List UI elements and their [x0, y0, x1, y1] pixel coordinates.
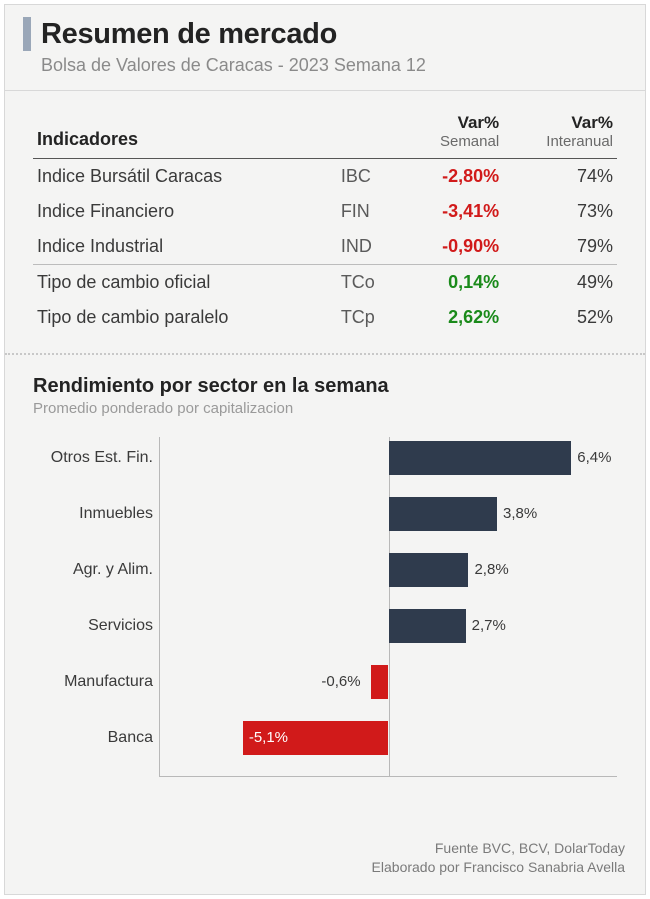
- accent-bar-icon: [23, 17, 31, 51]
- col-header-yoy: Var% Interanual: [503, 109, 617, 159]
- chart-bar-row: 3,8%: [160, 497, 617, 531]
- indicator-weekly: -0,90%: [401, 229, 503, 265]
- indicator-yoy: 73%: [503, 194, 617, 229]
- indicator-name: Tipo de cambio paralelo: [33, 300, 337, 335]
- indicator-yoy: 79%: [503, 229, 617, 265]
- indicator-name: Indice Bursátil Caracas: [33, 159, 337, 195]
- page-subtitle: Bolsa de Valores de Caracas - 2023 Seman…: [41, 55, 627, 76]
- chart-bar: [389, 497, 498, 531]
- page-title: Resumen de mercado: [41, 18, 337, 51]
- table-row: Tipo de cambio paraleloTCp2,62%52%: [33, 300, 617, 335]
- chart-plot: 6,4% 3,8% 2,8% 2,7% -0,6% -5,1%: [159, 437, 617, 777]
- table-header-row: Indicadores Var% Semanal Var% Interanual: [33, 109, 617, 159]
- col-header-yoy-label: Var%: [571, 113, 613, 132]
- indicator-code: IBC: [337, 159, 401, 195]
- indicators-table: Indicadores Var% Semanal Var% Interanual…: [33, 109, 617, 335]
- chart-bar-value: 3,8%: [503, 497, 537, 531]
- title-row: Resumen de mercado: [23, 17, 627, 51]
- chart-bar-value: 2,7%: [472, 609, 506, 643]
- indicator-yoy: 74%: [503, 159, 617, 195]
- chart-bar-value: 2,8%: [474, 553, 508, 587]
- indicator-weekly: 0,14%: [401, 265, 503, 301]
- indicators-table-wrap: Indicadores Var% Semanal Var% Interanual…: [5, 91, 645, 355]
- chart-category-label: Inmuebles: [33, 497, 153, 531]
- chart-bar: [389, 553, 469, 587]
- chart-bar: [389, 441, 572, 475]
- chart-bar-row: -5,1%: [160, 721, 617, 755]
- chart-subtitle: Promedio ponderado por capitalizacion: [33, 400, 617, 417]
- indicator-name: Indice Industrial: [33, 229, 337, 265]
- col-header-weekly-label: Var%: [458, 113, 500, 132]
- indicator-code: TCo: [337, 265, 401, 301]
- footer: Fuente BVC, BCV, DolarToday Elaborado po…: [5, 829, 645, 894]
- chart-category-label: Banca: [33, 721, 153, 755]
- col-header-yoy-sub: Interanual: [507, 133, 613, 150]
- indicator-yoy: 52%: [503, 300, 617, 335]
- chart-bar-value: -0,6%: [321, 665, 360, 699]
- indicator-weekly: 2,62%: [401, 300, 503, 335]
- indicator-yoy: 49%: [503, 265, 617, 301]
- chart-bar: [389, 609, 466, 643]
- indicator-code: TCp: [337, 300, 401, 335]
- col-header-weekly-sub: Semanal: [405, 133, 499, 150]
- chart-category-label: Manufactura: [33, 665, 153, 699]
- chart-title: Rendimiento por sector en la semana: [33, 375, 617, 398]
- indicator-code: FIN: [337, 194, 401, 229]
- sector-chart-section: Rendimiento por sector en la semana Prom…: [5, 355, 645, 785]
- indicator-name: Indice Financiero: [33, 194, 337, 229]
- indicator-name: Tipo de cambio oficial: [33, 265, 337, 301]
- chart-category-label: Otros Est. Fin.: [33, 441, 153, 475]
- chart-bar-value: -5,1%: [249, 721, 288, 755]
- market-summary-panel: Resumen de mercado Bolsa de Valores de C…: [4, 4, 646, 895]
- chart-area: Otros Est. Fin. Inmuebles Agr. y Alim. Serv…: [33, 437, 617, 777]
- col-header-indicadores: Indicadores: [33, 109, 401, 159]
- chart-category-label: Servicios: [33, 609, 153, 643]
- indicator-weekly: -2,80%: [401, 159, 503, 195]
- chart-bar-row: 2,7%: [160, 609, 617, 643]
- chart-bar-value: 6,4%: [577, 441, 611, 475]
- chart-category-label: Agr. y Alim.: [33, 553, 153, 587]
- table-row: Tipo de cambio oficialTCo0,14%49%: [33, 265, 617, 301]
- footer-author: Elaborado por Francisco Sanabria Avella: [25, 858, 625, 878]
- chart-bar-row: 2,8%: [160, 553, 617, 587]
- table-row: Indice FinancieroFIN-3,41%73%: [33, 194, 617, 229]
- chart-label-column: Otros Est. Fin. Inmuebles Agr. y Alim. Serv…: [33, 437, 159, 777]
- chart-bar-row: -0,6%: [160, 665, 617, 699]
- footer-source: Fuente BVC, BCV, DolarToday: [25, 839, 625, 859]
- col-header-weekly: Var% Semanal: [401, 109, 503, 159]
- indicator-weekly: -3,41%: [401, 194, 503, 229]
- header: Resumen de mercado Bolsa de Valores de C…: [5, 5, 645, 91]
- indicator-code: IND: [337, 229, 401, 265]
- chart-bar-row: 6,4%: [160, 441, 617, 475]
- indicators-tbody: Indice Bursátil CaracasIBC-2,80%74%Indic…: [33, 159, 617, 336]
- table-row: Indice Bursátil CaracasIBC-2,80%74%: [33, 159, 617, 195]
- table-row: Indice IndustrialIND-0,90%79%: [33, 229, 617, 265]
- chart-bar: [371, 665, 388, 699]
